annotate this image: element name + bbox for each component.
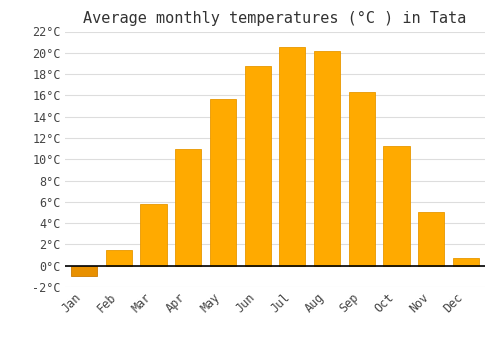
Bar [349,92,375,266]
Bar [140,204,166,266]
Bar [210,99,236,266]
Bar [244,65,270,266]
Bar [71,266,97,276]
Bar [106,250,132,266]
Bar [314,51,340,266]
Bar [280,48,305,266]
Bar [453,258,479,266]
Bar [384,147,409,266]
Bar [175,149,201,266]
Title: Average monthly temperatures (°C ) in Tata: Average monthly temperatures (°C ) in Ta… [84,11,466,26]
Bar [418,212,444,266]
